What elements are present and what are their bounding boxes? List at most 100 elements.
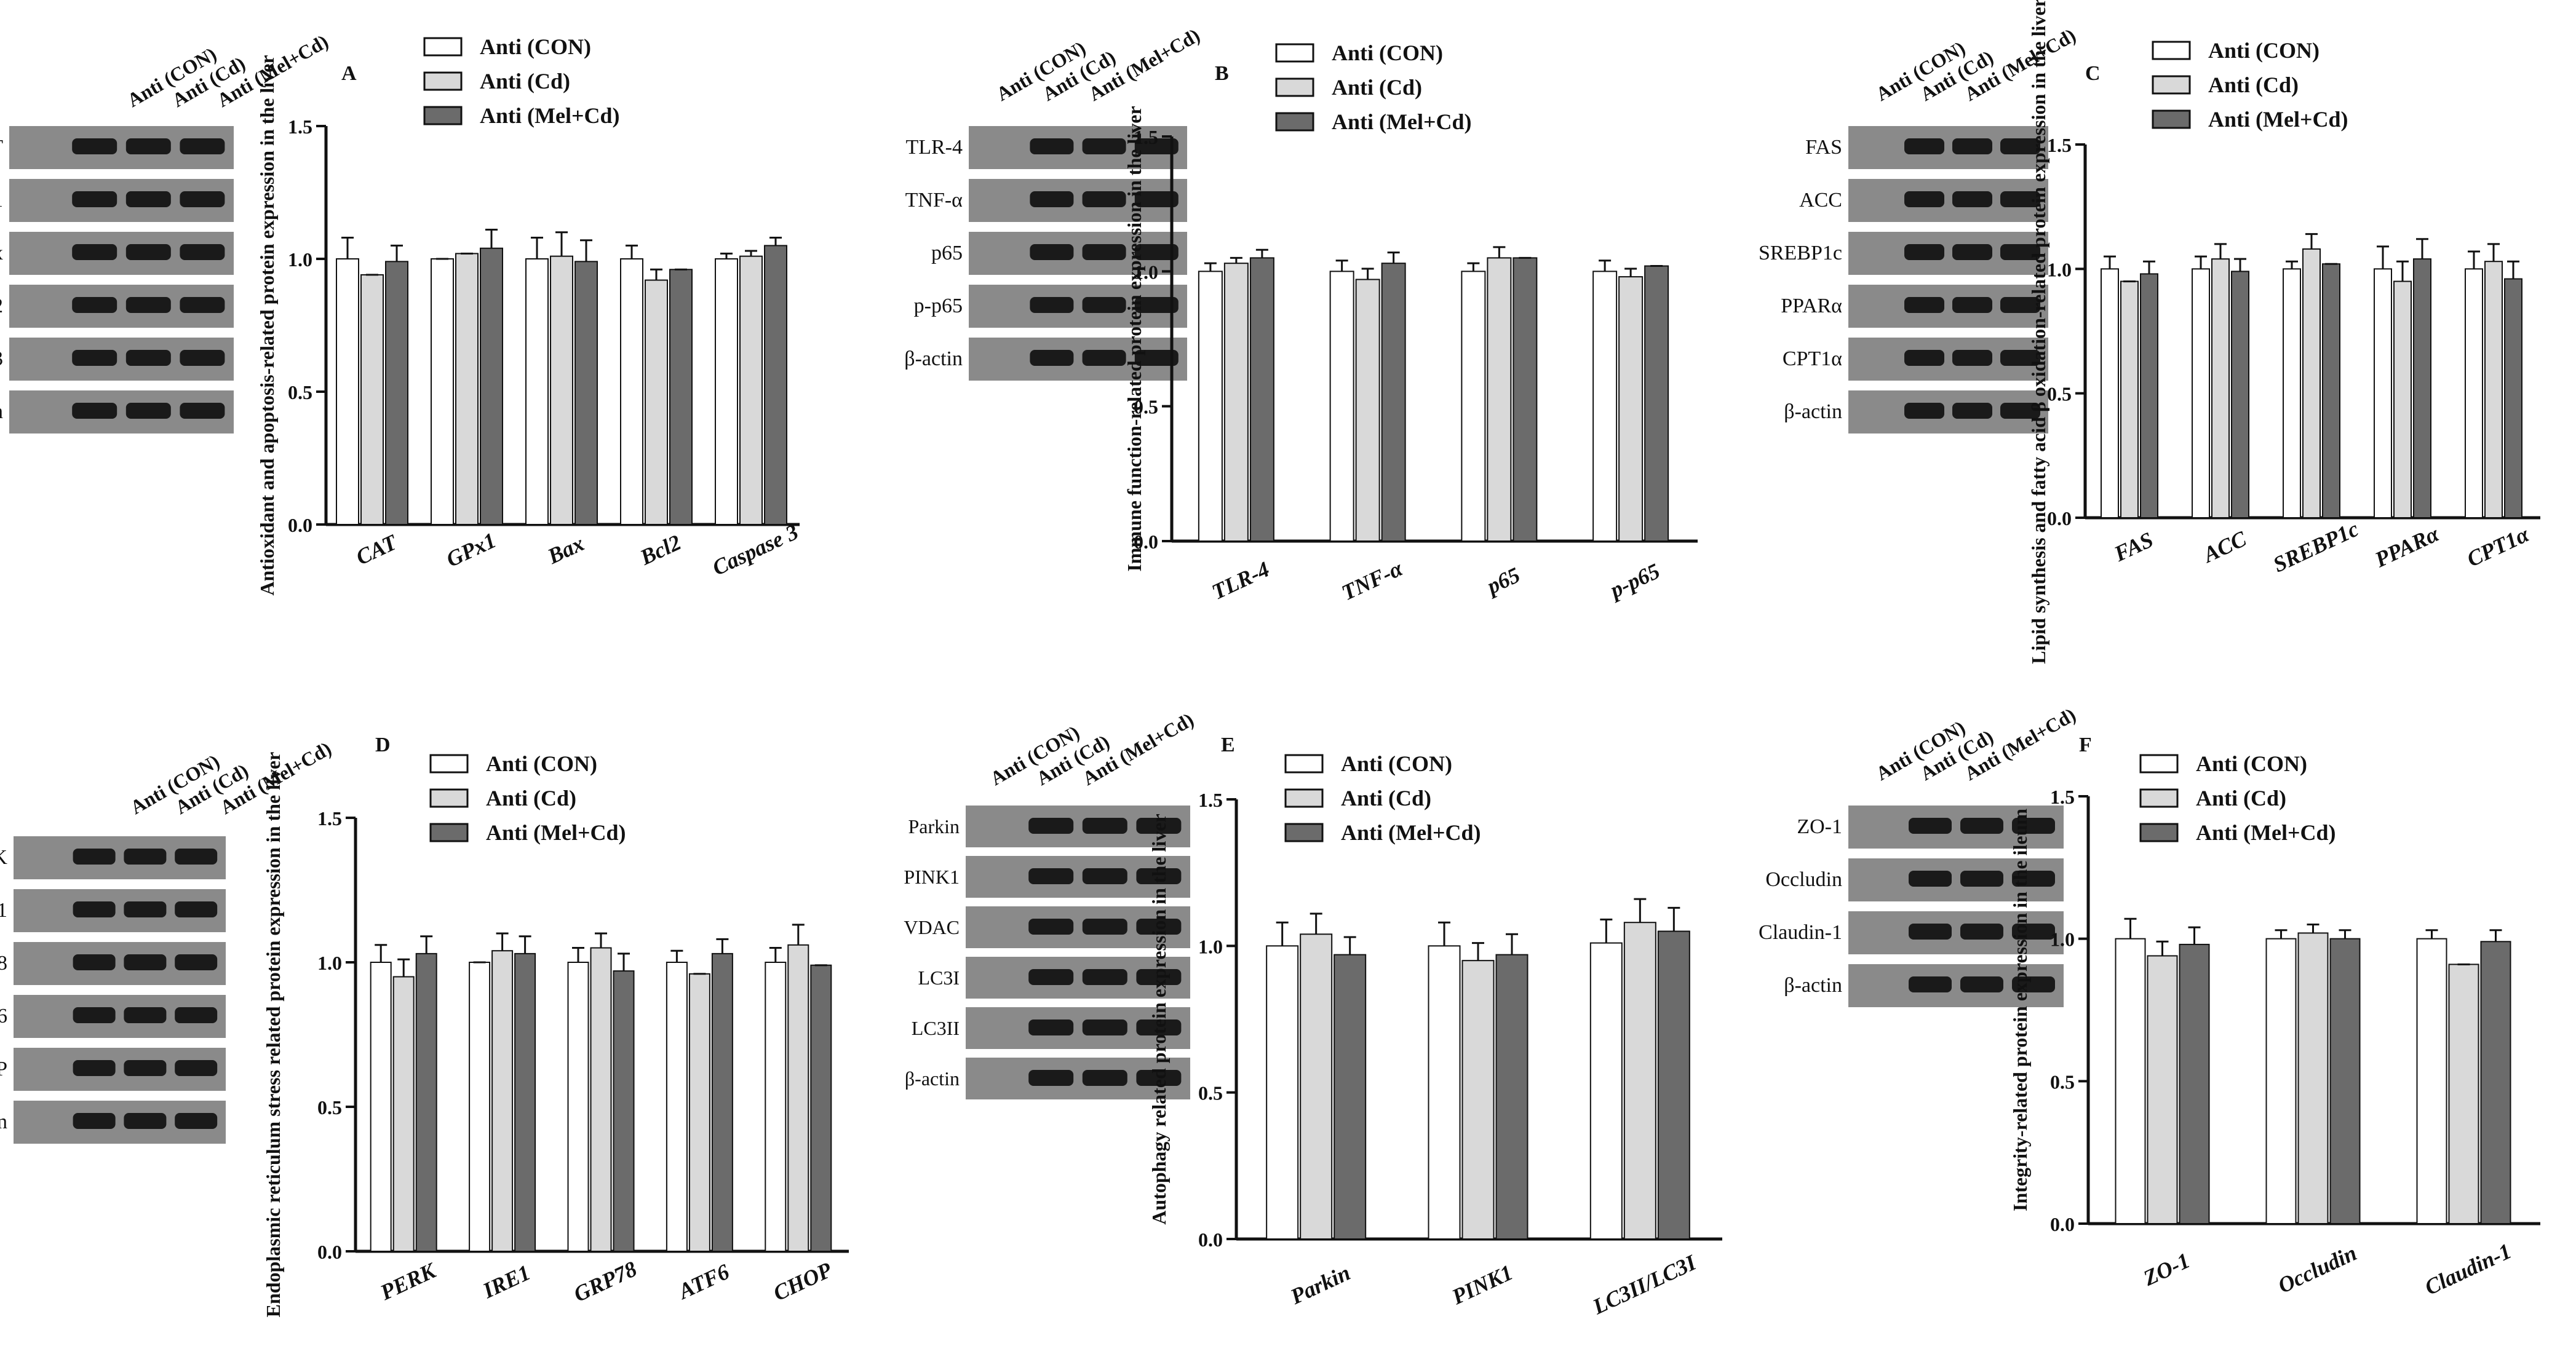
blot-band [73,901,116,917]
blot-row: p-p65 [914,285,1187,328]
blot-band [180,191,225,207]
blot-row: Parkin [908,806,1190,847]
y-axis-label: Immune function-related protein expressi… [1123,106,1145,571]
blot-band [1134,350,1179,366]
legend-swatch [1284,823,1324,842]
y-tick-label: 1.0 [2047,258,2072,280]
blot-band [1952,244,1992,260]
blot-band-label: β-actin [0,400,3,423]
y-tick-label: 0.0 [288,514,312,536]
bar [1249,257,1274,542]
bar [2413,258,2431,518]
blot-band [2012,871,2055,887]
blot-row: β-actin [0,390,234,433]
bar [469,962,491,1252]
blot-band [1136,969,1182,985]
blot-band [175,1113,218,1129]
bar [567,962,589,1252]
bar [1461,960,1495,1240]
bar [1428,945,1461,1240]
x-tick-label: TNF-α [1338,556,1407,606]
y-axis-label: Endoplasmic reticulum stress related pro… [262,752,284,1318]
bar [2484,261,2503,518]
blot-band [72,244,117,260]
blot-band [73,1007,116,1023]
bar [1644,265,1669,542]
blot-band [125,350,171,366]
bar [360,274,384,525]
blot-band [180,350,225,366]
blot-band-label: β-actin [1784,974,1842,997]
blot-band-label: GPx1 [0,189,3,212]
blot-band-label: β-actin [904,347,963,370]
bar [2101,268,2119,518]
bar [810,964,832,1252]
legend-swatch [1275,43,1314,63]
blot-band [1904,244,1944,260]
blot-row: ZO-1 [1797,806,2064,849]
blot-band [1030,191,1074,207]
blot-band-label: ZO-1 [1797,815,1842,838]
bar [2192,268,2210,518]
legend-swatch [429,823,469,842]
blot-band [124,849,167,865]
y-axis-label: Integrity-related protein expression in … [2009,809,2031,1211]
blot-band [1030,350,1074,366]
blot-band [1904,350,1944,366]
bar [431,258,454,525]
blot-band-label: PINK1 [904,866,960,888]
blot-band [2012,924,2055,940]
y-axis-label: Antioxidant and apoptosis-related protei… [256,55,278,595]
bar [415,952,437,1253]
bar [2302,248,2321,518]
bar [1495,954,1529,1240]
blot-band [1904,403,1944,419]
bar [787,944,809,1253]
bar [2416,938,2447,1224]
y-tick-label: 1.5 [2050,786,2075,808]
panel-letter: E [1221,734,1235,756]
panel-letter: D [375,734,391,756]
bar [392,976,415,1252]
blot-band-label: ATF6 [0,1005,7,1027]
blot-band [1028,969,1074,985]
bar [2115,938,2146,1224]
blot-band-label: Bax [0,242,3,264]
blot-band-label: ACC [1799,189,1842,212]
y-tick-label: 1.0 [317,952,342,974]
blot-band-label: IRE1 [0,899,7,922]
bar [1329,271,1354,542]
legend-label: Anti (CON) [1332,41,1443,65]
legend-swatch [429,788,469,808]
legend-label: Anti (Cd) [2208,73,2299,97]
legend-label: Anti (Cd) [480,69,570,93]
bar [2211,258,2230,518]
bar [2329,938,2361,1224]
blot-band [124,954,167,970]
blot-band [2000,138,2040,154]
blot-band [1082,1019,1127,1035]
blot-band [175,954,218,970]
bar [2465,268,2483,518]
bar [1381,263,1406,542]
panel-letter: B [1215,62,1229,85]
x-tick-label: Parkin [1286,1260,1354,1309]
y-tick-label: 0.0 [1134,531,1158,553]
legend-swatch [1275,112,1314,132]
blot-row: β-actin [0,1101,226,1144]
blot-row: Occludin [1765,858,2064,901]
bar [1657,930,1690,1240]
bar [525,258,549,525]
bar [1223,263,1249,542]
x-tick-label: SREBP1c [2269,517,2362,577]
bar [574,261,598,525]
x-tick-label: GRP78 [570,1256,641,1307]
blot-band-label: β-actin [905,1067,960,1090]
blot-band [1028,1019,1074,1035]
bar [1355,279,1380,542]
bar [739,255,763,525]
blot-band [72,138,117,154]
bar [2297,932,2329,1225]
blot-band [72,350,117,366]
bar [2283,268,2301,518]
